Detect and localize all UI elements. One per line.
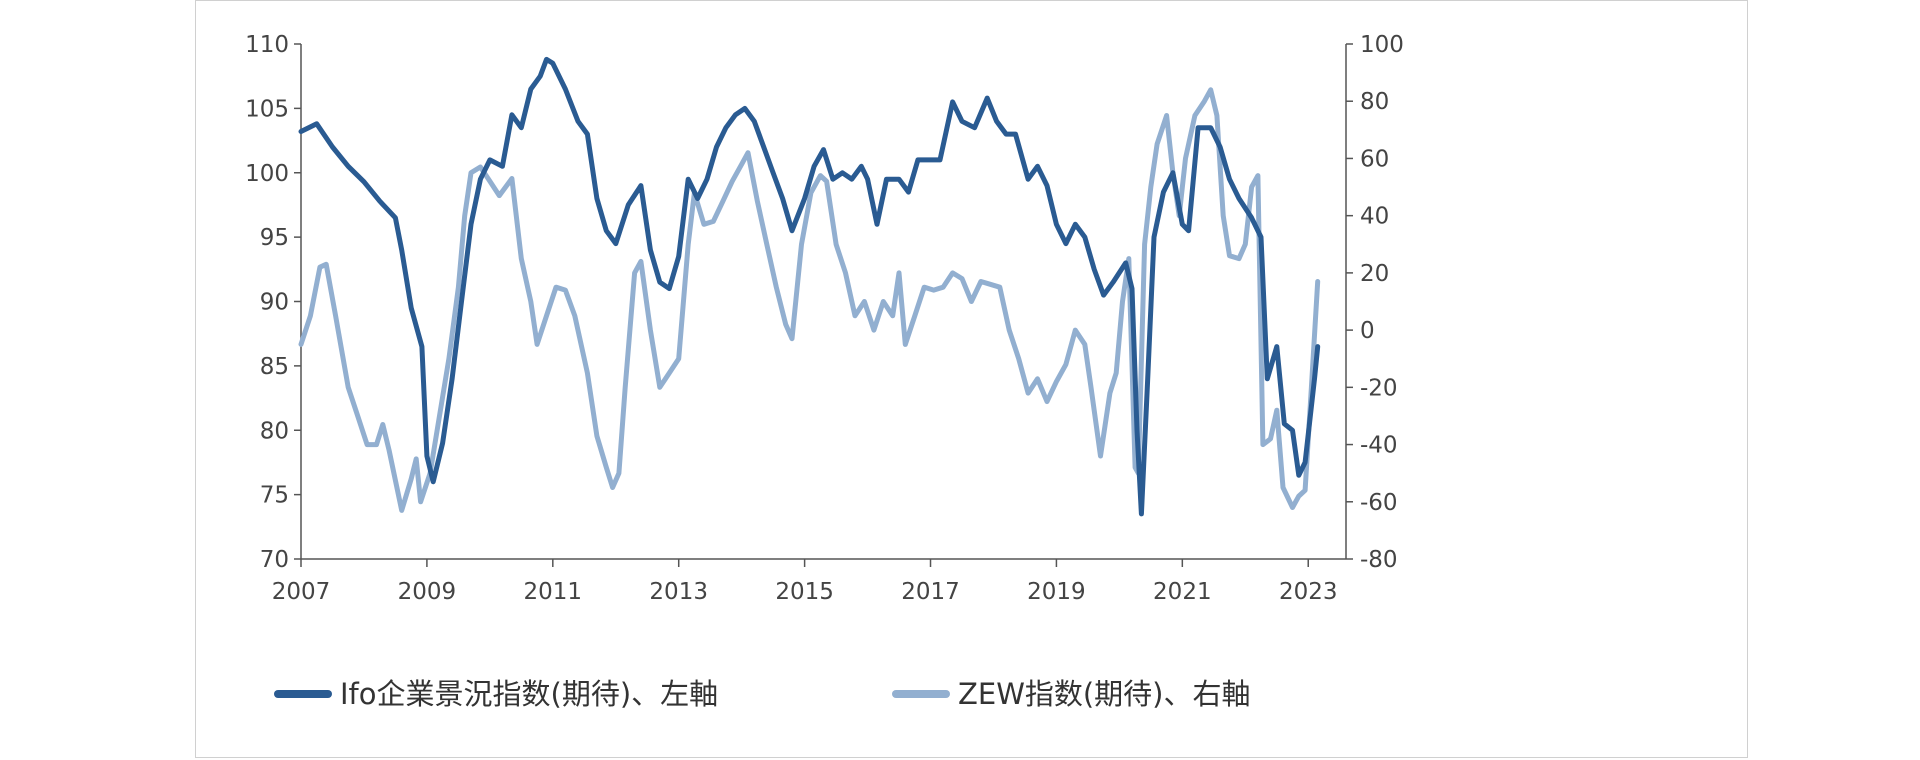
right-y-tick-label: 20 xyxy=(1360,261,1389,287)
left-y-tick-label: 85 xyxy=(260,354,289,380)
x-tick-label: 2021 xyxy=(1153,579,1212,605)
x-tick-label: 2009 xyxy=(398,579,457,605)
left-y-tick-label: 105 xyxy=(245,96,289,122)
right-y-tick-label: -60 xyxy=(1360,490,1398,516)
x-tick-label: 2015 xyxy=(775,579,834,605)
x-tick-label: 2013 xyxy=(649,579,708,605)
right-y-tick-label: -40 xyxy=(1360,433,1398,459)
chart-legend: Ifo企業景況指数(期待)、左軸 ZEW指数(期待)、右軸 xyxy=(274,677,1251,711)
line-chart: 110 105 100 95 90 85 80 75 70 100 80 60 40 20 0 -20 -40 -… xyxy=(245,32,1404,711)
x-tick-label: 2011 xyxy=(524,579,583,605)
ifo-legend-label: Ifo企業景況指数(期待)、左軸 xyxy=(340,677,718,711)
left-y-tick-label: 70 xyxy=(260,547,289,573)
right-y-tick-label: 100 xyxy=(1360,32,1404,58)
chart-frame: 110 105 100 95 90 85 80 75 70 100 80 60 40 20 0 -20 -40 -… xyxy=(195,0,1748,758)
right-y-tick-label: -20 xyxy=(1360,375,1398,401)
right-y-tick-label: 0 xyxy=(1360,318,1375,344)
left-y-tick-label: 75 xyxy=(260,483,289,509)
left-y-tick-label: 110 xyxy=(245,32,289,58)
right-y-tick-label: 60 xyxy=(1360,146,1389,172)
ifo-series-line xyxy=(298,56,1321,517)
zew-legend-label: ZEW指数(期待)、右軸 xyxy=(958,677,1251,711)
right-y-tick-label: -80 xyxy=(1360,547,1398,573)
x-tick-label: 2007 xyxy=(272,579,331,605)
left-y-tick-label: 95 xyxy=(260,225,289,251)
x-tick-label: 2017 xyxy=(901,579,960,605)
left-y-tick-label: 100 xyxy=(245,161,289,187)
chart-axes: 110 105 100 95 90 85 80 75 70 100 80 60 40 20 0 -20 -40 -… xyxy=(245,32,1404,605)
left-y-tick-label: 80 xyxy=(260,418,289,444)
x-tick-label: 2019 xyxy=(1027,579,1086,605)
right-y-tick-label: 80 xyxy=(1360,89,1389,115)
left-y-tick-label: 90 xyxy=(260,290,289,316)
x-tick-label: 2023 xyxy=(1279,579,1338,605)
zew-series-line xyxy=(298,87,1321,513)
chart-series xyxy=(298,56,1321,517)
right-y-tick-label: 40 xyxy=(1360,204,1389,230)
